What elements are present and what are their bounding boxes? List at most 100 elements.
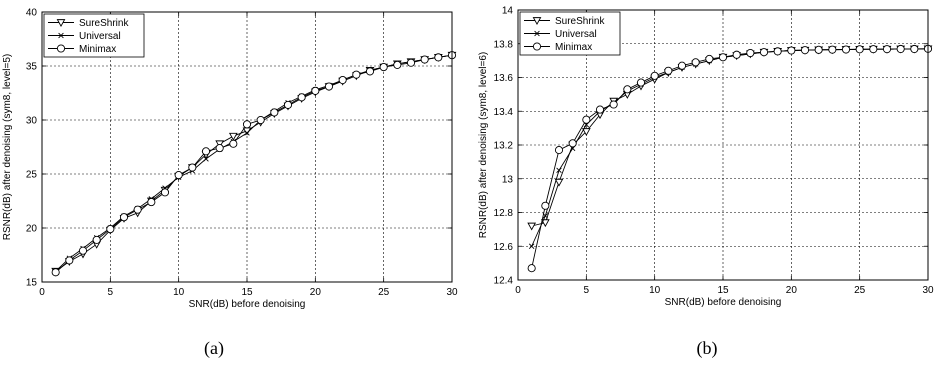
y-tick-label: 40: [26, 8, 38, 19]
data-point-minimax: [732, 50, 741, 59]
data-point-minimax: [664, 66, 673, 75]
data-point-minimax: [910, 44, 919, 54]
x-tick-label: 10: [173, 287, 185, 298]
data-point-minimax: [636, 78, 646, 87]
legend-marker: [56, 19, 66, 28]
x-tick-label: 25: [378, 287, 390, 298]
y-tick-label: 13.4: [494, 107, 514, 118]
y-tick-label: 15: [26, 278, 38, 289]
x-axis-label: SNR(dB) before denoising: [189, 299, 306, 310]
data-point-minimax: [855, 45, 864, 54]
legend-item-sureshrink: SureShrink: [48, 18, 129, 29]
x-tick-label: 5: [108, 287, 114, 298]
legend-marker: [56, 44, 66, 53]
data-point-minimax: [338, 75, 347, 85]
y-tick-label: 12.4: [494, 276, 514, 287]
series-minimax: [527, 44, 933, 273]
y-tick-label: 13: [502, 174, 514, 185]
legend-marker: [532, 17, 542, 26]
y-tick-label: 25: [26, 170, 38, 181]
legend-item-minimax: Minimax: [48, 44, 116, 55]
data-point-minimax: [582, 115, 591, 124]
legend-label: SureShrink: [555, 16, 605, 27]
y-tick-label: 20: [26, 224, 38, 235]
data-point-minimax: [691, 58, 700, 67]
y-tick-label: 13.8: [494, 39, 514, 50]
x-axis-label: SNR(dB) before denoising: [665, 297, 782, 308]
chart-panel-a: 0 5 10 15 20 25 30 15 20 25 30 35 40 SNR(dB) before d…: [2, 8, 458, 311]
legend-label: Universal: [79, 31, 121, 42]
data-point-minimax: [365, 67, 375, 76]
data-point-minimax: [270, 108, 279, 117]
axes-frame: [41, 11, 453, 283]
x-tick-label: 20: [786, 285, 798, 296]
data-point-minimax: [242, 120, 252, 129]
y-tick-label: 12.8: [494, 208, 514, 219]
data-point-minimax: [188, 163, 197, 172]
y-tick-label: 12.6: [494, 242, 514, 253]
data-point-universal: [528, 243, 535, 249]
data-point-minimax: [352, 70, 361, 79]
data-point-universal: [244, 130, 250, 136]
x-tick-label: 15: [241, 287, 253, 298]
legend-item-universal: Universal: [524, 29, 597, 40]
axes-frame: [517, 9, 929, 281]
y-axis-label: RSNR(dB) after denoising (sym8, level=5): [2, 54, 13, 240]
data-point-minimax: [406, 58, 416, 67]
x-tick-label: 15: [717, 285, 729, 296]
data-point-minimax: [393, 60, 402, 69]
x-tick-label: 10: [649, 285, 661, 296]
y-tick-label: 14: [502, 6, 514, 17]
x-tick-label: 20: [310, 287, 322, 298]
data-point-minimax: [379, 63, 388, 72]
data-point-universal: [203, 156, 209, 162]
data-point-sureshrink: [228, 132, 238, 141]
y-tick-label: 13.6: [494, 73, 514, 84]
data-point-universal: [556, 167, 562, 174]
data-point-sureshrink: [527, 222, 537, 231]
data-point-minimax: [595, 105, 605, 114]
x-tick-label: 0: [515, 285, 521, 296]
data-point-minimax: [568, 139, 577, 148]
x-tick-label: 30: [446, 287, 458, 298]
data-point-minimax: [229, 139, 238, 148]
data-point-minimax: [106, 225, 115, 234]
data-point-minimax: [147, 198, 156, 207]
data-point-minimax: [541, 201, 550, 210]
data-point-minimax: [174, 171, 183, 180]
data-point-minimax: [896, 44, 905, 54]
data-point-minimax: [324, 82, 334, 91]
legend-marker: [58, 32, 64, 39]
data-point-minimax: [420, 55, 429, 64]
data-point-minimax: [554, 146, 564, 155]
data-point-minimax: [650, 71, 659, 80]
data-point-minimax: [201, 147, 211, 156]
series-minimax: [51, 51, 457, 277]
x-tick-label: 0: [39, 287, 45, 298]
data-point-minimax: [434, 53, 443, 62]
legend-item-minimax: Minimax: [524, 42, 592, 53]
data-point-sureshrink: [540, 219, 550, 228]
data-point-minimax: [705, 54, 714, 63]
data-point-minimax: [841, 45, 851, 54]
data-point-minimax: [677, 61, 687, 70]
x-tick-label: 5: [584, 285, 590, 296]
x-tick-label: 25: [854, 285, 866, 296]
legend-item-universal: Universal: [48, 31, 121, 42]
y-tick-label: 30: [26, 116, 38, 127]
data-point-minimax: [51, 268, 60, 277]
legend-marker: [534, 30, 540, 37]
caption-b: (b): [697, 338, 718, 359]
data-point-minimax: [311, 86, 320, 95]
data-point-minimax: [527, 264, 536, 273]
data-point-minimax: [215, 144, 224, 153]
data-point-minimax: [746, 48, 755, 58]
caption-a: (a): [204, 338, 224, 359]
data-point-minimax: [133, 205, 142, 214]
legend-label: SureShrink: [79, 18, 129, 29]
data-point-minimax: [718, 53, 728, 62]
x-tick-label: 30: [922, 285, 934, 296]
legend-label: Universal: [555, 29, 597, 40]
chart-panel-b: 0 5 10 15 20 25 30 12.4 12.6 12.8 13 13.2 13.4 13.6 13…: [478, 6, 934, 309]
